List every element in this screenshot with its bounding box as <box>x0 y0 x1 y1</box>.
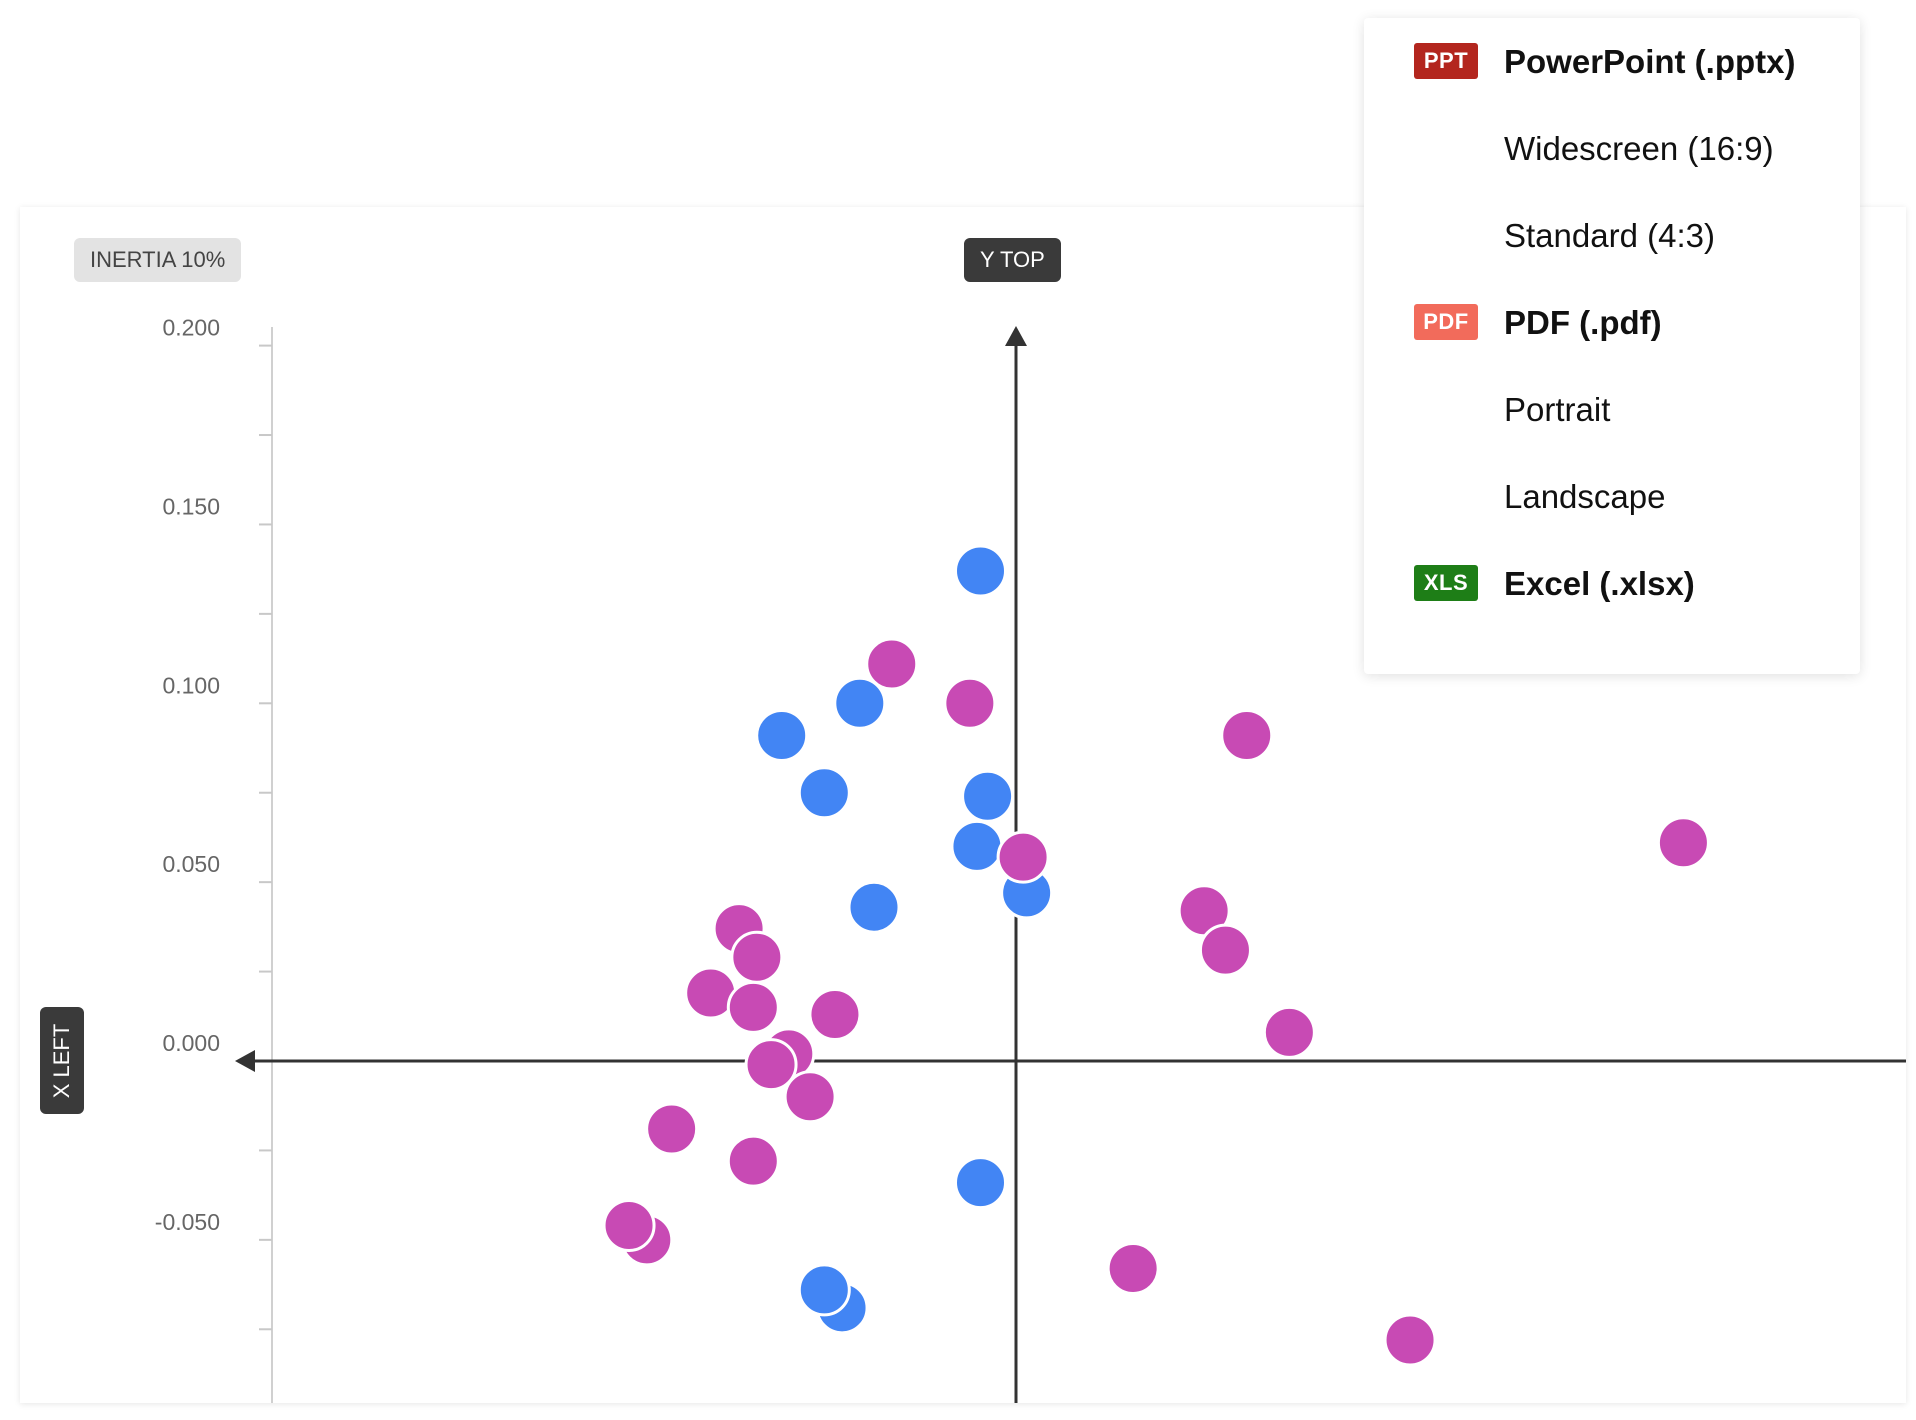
xls-badge-icon: XLS <box>1414 565 1478 601</box>
menu-item-label: Excel (.xlsx) <box>1504 565 1695 602</box>
point-blue[interactable] <box>954 1156 1007 1210</box>
point-magenta[interactable] <box>1220 708 1274 762</box>
point-blue[interactable] <box>797 1263 851 1317</box>
point-magenta[interactable] <box>645 1102 699 1156</box>
menu-item-label: PowerPoint (.pptx) <box>1504 43 1796 80</box>
y-tick-label: 0.100 <box>162 672 220 698</box>
x-left-badge[interactable]: X LEFT <box>40 1007 84 1114</box>
point-blue[interactable] <box>954 544 1007 598</box>
y-top-badge[interactable]: Y TOP <box>964 238 1061 282</box>
ppt-badge-icon: PPT <box>1414 43 1478 79</box>
point-magenta[interactable] <box>1198 923 1252 977</box>
pdf-badge-icon: PDF <box>1414 304 1478 340</box>
y-axis: 0.200 0.150 0.100 0.050 0.000 -0.050 <box>155 315 273 1403</box>
menu-item-widescreen[interactable]: Widescreen (16:9) <box>1364 105 1860 192</box>
y-tick-label: 0.050 <box>162 851 220 877</box>
menu-item-label: Landscape <box>1504 478 1666 515</box>
point-magenta[interactable] <box>808 987 862 1041</box>
point-blue[interactable] <box>797 766 851 820</box>
point-magenta[interactable] <box>1106 1241 1160 1295</box>
point-magenta[interactable] <box>865 637 919 691</box>
point-blue[interactable] <box>833 676 887 730</box>
menu-item-label: Widescreen (16:9) <box>1504 130 1774 167</box>
point-magenta[interactable] <box>730 930 784 984</box>
point-magenta[interactable] <box>726 980 780 1034</box>
point-magenta[interactable] <box>783 1070 837 1124</box>
point-magenta[interactable] <box>602 1199 656 1253</box>
menu-item-label: Standard (4:3) <box>1504 217 1715 254</box>
point-blue[interactable] <box>950 819 1004 873</box>
y-axis-arrow-top <box>1005 326 1027 346</box>
menu-item-label: Portrait <box>1504 391 1611 428</box>
y-tick-label: 0.200 <box>162 315 220 341</box>
y-tick-label: 0.000 <box>162 1030 220 1056</box>
menu-item-standard[interactable]: Standard (4:3) <box>1364 192 1860 279</box>
export-menu: PPT PowerPoint (.pptx) Widescreen (16:9) St… <box>1364 18 1860 674</box>
menu-item-label: PDF (.pdf) <box>1504 304 1662 341</box>
point-magenta[interactable] <box>1383 1313 1437 1367</box>
point-magenta[interactable] <box>1262 1005 1316 1059</box>
point-blue[interactable] <box>961 769 1015 823</box>
menu-item-pptx[interactable]: PPT PowerPoint (.pptx) <box>1364 18 1860 105</box>
point-magenta[interactable] <box>1656 816 1710 870</box>
inertia-badge[interactable]: INERTIA 10% <box>74 238 242 282</box>
data-points <box>602 544 1710 1367</box>
x-axis-arrow-left <box>235 1050 255 1072</box>
x-left-label: X LEFT <box>49 1023 74 1098</box>
point-blue[interactable] <box>847 880 901 934</box>
menu-item-pdf[interactable]: PDF PDF (.pdf) <box>1364 279 1860 366</box>
point-magenta[interactable] <box>726 1134 780 1188</box>
point-magenta[interactable] <box>996 830 1050 884</box>
point-magenta[interactable] <box>943 676 997 730</box>
y-tick-label: 0.150 <box>162 493 220 519</box>
menu-item-landscape[interactable]: Landscape <box>1364 453 1860 540</box>
point-blue[interactable] <box>755 708 809 762</box>
point-magenta[interactable] <box>744 1038 798 1092</box>
y-tick-label: -0.050 <box>155 1209 220 1235</box>
menu-item-xlsx[interactable]: XLS Excel (.xlsx) <box>1364 540 1860 627</box>
menu-item-portrait[interactable]: Portrait <box>1364 366 1860 453</box>
